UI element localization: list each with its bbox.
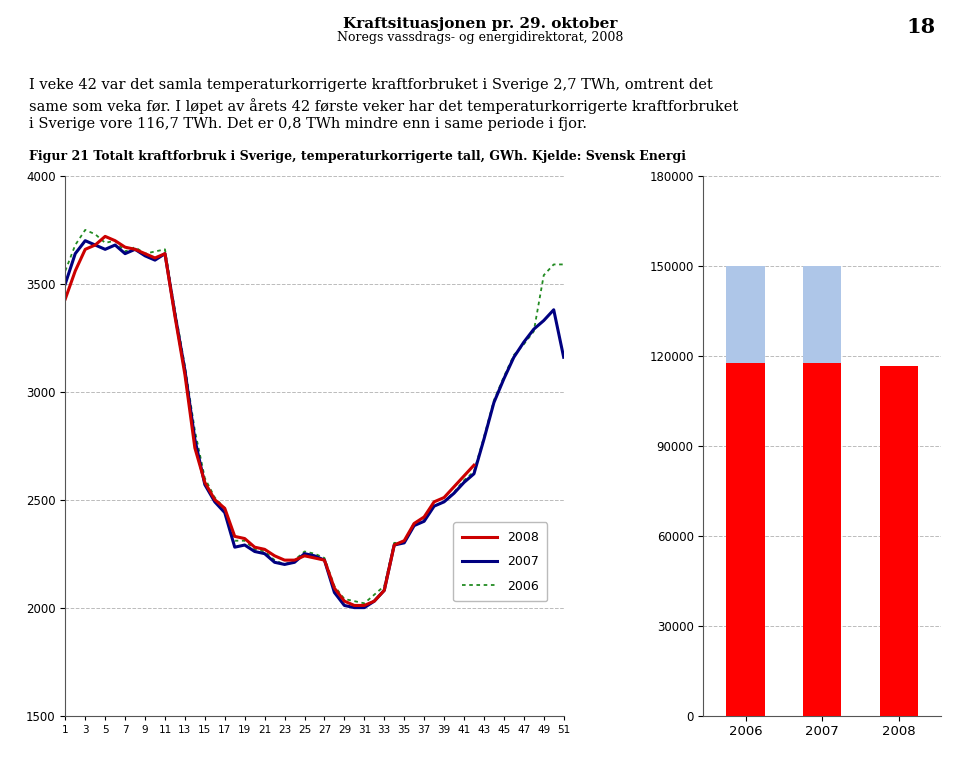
Bar [727, 364, 765, 716]
Text: Noregs vassdrags- og energidirektorat, 2008: Noregs vassdrags- og energidirektorat, 2… [337, 31, 623, 45]
Text: same som veka før. I løpet av årets 42 første veker har det temperaturkorrigerte: same som veka før. I løpet av årets 42 f… [29, 98, 738, 113]
Text: 18: 18 [907, 17, 936, 38]
Legend: 2008, 2007, 2006: 2008, 2007, 2006 [453, 522, 547, 601]
Text: i Sverige vore 116,7 TWh. Det er 0,8 TWh mindre enn i same periode i fjor.: i Sverige vore 116,7 TWh. Det er 0,8 TWh… [29, 117, 587, 131]
Bar [879, 366, 918, 716]
Bar [803, 364, 841, 716]
Bar [727, 266, 765, 364]
Bar [803, 266, 841, 364]
Text: Kraftsituasjonen pr. 29. oktober: Kraftsituasjonen pr. 29. oktober [343, 17, 617, 31]
Text: I veke 42 var det samla temperaturkorrigerte kraftforbruket i Sverige 2,7 TWh, o: I veke 42 var det samla temperaturkorrig… [29, 78, 712, 92]
Text: Figur 21 Totalt kraftforbruk i Sverige, temperaturkorrigerte tall, GWh. Kjelde: : Figur 21 Totalt kraftforbruk i Sverige, … [29, 150, 685, 163]
